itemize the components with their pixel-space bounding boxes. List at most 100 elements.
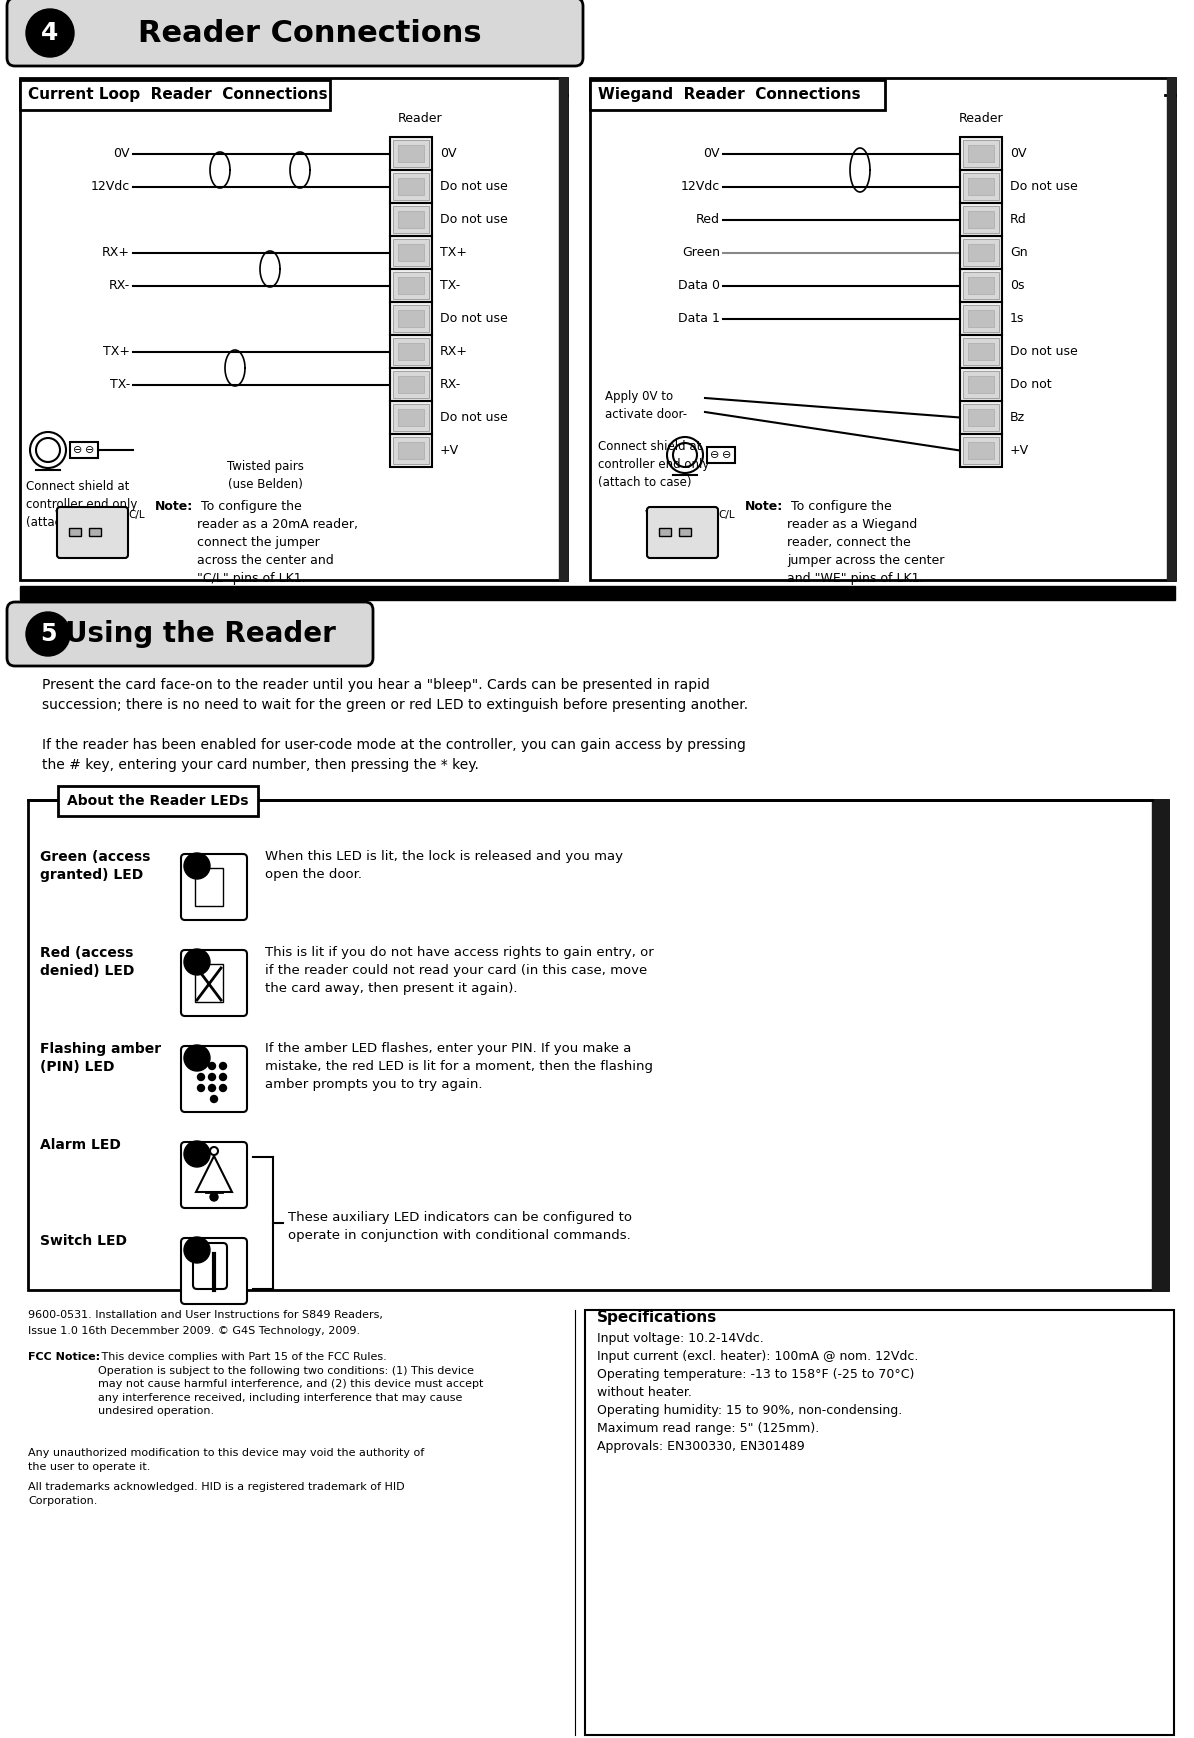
Text: Any unauthorized modification to this device may void the authority of
the user : Any unauthorized modification to this de… [27, 1448, 424, 1472]
Bar [70, 441, 98, 459]
Bar [393, 207, 429, 233]
Bar [1167, 78, 1175, 580]
Bar [960, 137, 1002, 170]
Text: Current Loop  Reader  Connections: Current Loop Reader Connections [27, 87, 327, 103]
Bar [960, 335, 1002, 368]
Text: Twisted pairs
(use Belden): Twisted pairs (use Belden) [227, 461, 303, 492]
Text: Data 0: Data 0 [678, 280, 720, 292]
Text: 0V: 0V [113, 148, 130, 160]
Text: When this LED is lit, the lock is released and you may
open the door.: When this LED is lit, the lock is releas… [265, 850, 623, 881]
Text: ⊖: ⊖ [710, 450, 720, 461]
Text: Red (access
denied) LED: Red (access denied) LED [41, 945, 135, 978]
Circle shape [184, 1142, 210, 1166]
Bar [390, 335, 432, 368]
Bar [393, 240, 429, 266]
Circle shape [209, 1074, 215, 1081]
Text: FCC Notice:: FCC Notice: [27, 1352, 100, 1363]
Bar [393, 141, 429, 167]
Text: Operating humidity: 15 to 90%, non-condensing.: Operating humidity: 15 to 90%, non-conde… [597, 1404, 903, 1416]
Text: Do not use: Do not use [441, 410, 507, 424]
Bar [964, 370, 999, 398]
Circle shape [210, 1192, 219, 1201]
Bar [393, 403, 429, 431]
Text: ⊖: ⊖ [73, 445, 82, 455]
Bar [964, 304, 999, 332]
Text: Flashing amber
(PIN) LED: Flashing amber (PIN) LED [41, 1043, 161, 1074]
Text: 0s: 0s [1010, 280, 1024, 292]
Bar [968, 144, 993, 162]
Text: Do not use: Do not use [1010, 181, 1078, 193]
Text: All trademarks acknowledged. HID is a registered trademark of HID
Corporation.: All trademarks acknowledged. HID is a re… [27, 1483, 405, 1505]
Text: Do not: Do not [1010, 377, 1052, 391]
Text: Specifications: Specifications [597, 1310, 718, 1324]
Bar [968, 177, 993, 195]
Text: To configure the
reader as a Wiegand
reader, connect the
jumper across the cente: To configure the reader as a Wiegand rea… [787, 501, 944, 586]
Text: RX+: RX+ [101, 247, 130, 259]
FancyBboxPatch shape [181, 951, 247, 1017]
Text: 9600-0531. Installation and User Instructions for S849 Readers,: 9600-0531. Installation and User Instruc… [27, 1310, 383, 1319]
Bar [398, 243, 424, 261]
Bar [390, 368, 432, 401]
Circle shape [209, 1085, 215, 1091]
Text: 12Vdc: 12Vdc [91, 181, 130, 193]
Text: Gn: Gn [1010, 247, 1028, 259]
Circle shape [220, 1062, 227, 1069]
Text: WE: WE [645, 509, 661, 520]
Circle shape [26, 9, 74, 57]
Bar [59, 786, 258, 817]
Circle shape [184, 1237, 210, 1264]
Text: Reader Connections: Reader Connections [139, 19, 482, 47]
Text: 12Vdc: 12Vdc [681, 181, 720, 193]
Bar [964, 273, 999, 299]
Text: C/L: C/L [718, 509, 734, 520]
Bar [398, 177, 424, 195]
Bar [964, 174, 999, 200]
Bar [390, 401, 432, 434]
Circle shape [220, 1074, 227, 1081]
Circle shape [184, 1045, 210, 1071]
Text: This device complies with Part 15 of the FCC Rules.
Operation is subject to the : This device complies with Part 15 of the… [98, 1352, 484, 1416]
Bar [968, 441, 993, 459]
FancyBboxPatch shape [647, 507, 718, 558]
Text: Input voltage: 10.2-14Vdc.: Input voltage: 10.2-14Vdc. [597, 1331, 764, 1345]
Bar [69, 528, 81, 535]
Bar [960, 368, 1002, 401]
Text: Issue 1.0 16th Decemmber 2009. © G4S Technology, 2009.: Issue 1.0 16th Decemmber 2009. © G4S Tec… [27, 1326, 361, 1337]
Bar [1152, 799, 1168, 1290]
Bar [20, 80, 330, 109]
Bar [27, 799, 1168, 1290]
Bar [390, 236, 432, 269]
Text: Input current (excl. heater): 100mA @ nom. 12Vdc.: Input current (excl. heater): 100mA @ no… [597, 1350, 918, 1363]
Bar [393, 436, 429, 464]
Circle shape [209, 1062, 215, 1069]
Bar [390, 203, 432, 236]
Text: Bz: Bz [1010, 410, 1026, 424]
Bar [968, 408, 993, 426]
Bar [960, 170, 1002, 203]
Bar [968, 375, 993, 393]
Bar [390, 137, 432, 170]
Text: Reader: Reader [959, 111, 1003, 125]
FancyBboxPatch shape [7, 601, 373, 666]
Text: 0V: 0V [703, 148, 720, 160]
Bar [20, 78, 567, 580]
Bar [968, 210, 993, 228]
Bar [393, 304, 429, 332]
Circle shape [26, 612, 70, 655]
FancyBboxPatch shape [57, 507, 128, 558]
Bar [707, 447, 736, 462]
Bar [398, 342, 424, 360]
Circle shape [210, 1095, 217, 1102]
Bar [590, 80, 885, 109]
Text: Present the card face-on to the reader until you hear a "bleep". Cards can be pr: Present the card face-on to the reader u… [42, 678, 749, 713]
Text: To configure the
reader as a 20mA reader,
connect the jumper
across the center a: To configure the reader as a 20mA reader… [197, 501, 358, 586]
FancyBboxPatch shape [181, 1046, 247, 1112]
Text: Reader: Reader [398, 111, 442, 125]
Bar [679, 528, 691, 535]
Bar [20, 586, 1175, 600]
Bar [398, 144, 424, 162]
Bar [964, 240, 999, 266]
Polygon shape [196, 1156, 232, 1192]
Text: Using the Reader: Using the Reader [64, 620, 336, 648]
Text: Do not use: Do not use [441, 181, 507, 193]
